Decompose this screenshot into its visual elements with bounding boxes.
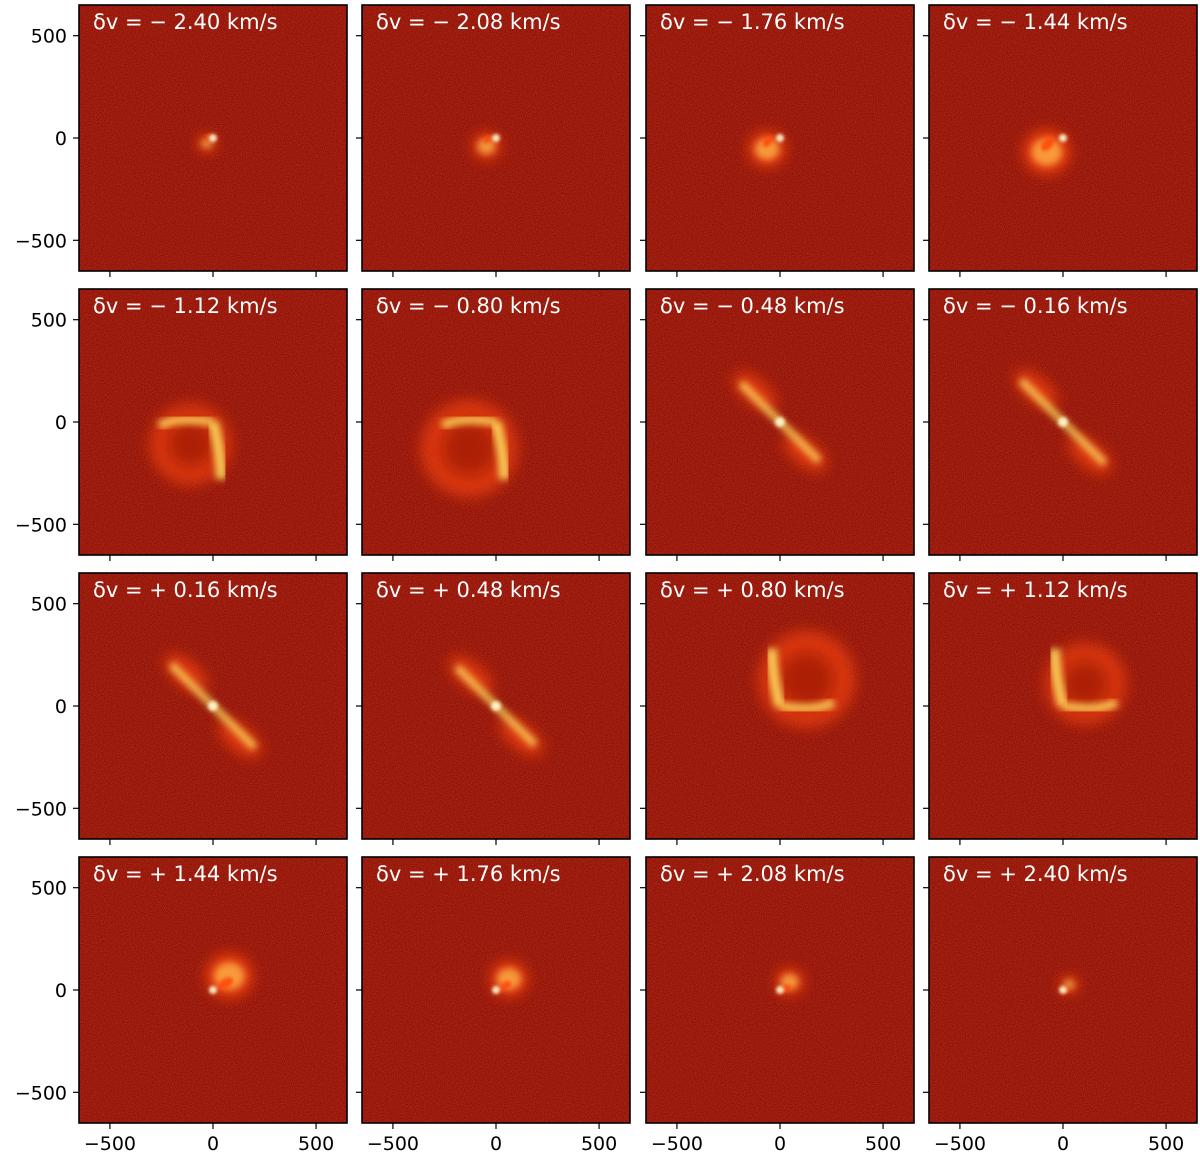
x-tick-label: 500: [581, 1133, 617, 1155]
y-tick-label: −500: [15, 798, 67, 820]
y-tick-label: 500: [31, 594, 67, 616]
y-tick-label: 0: [55, 412, 67, 434]
velocity-label: δv = − 0.48 km/s: [660, 294, 845, 318]
emission-structure: [164, 654, 262, 758]
velocity-label: δv = − 2.08 km/s: [376, 10, 561, 34]
emission-structure: [449, 656, 543, 756]
x-tick-label: −500: [367, 1133, 419, 1155]
velocity-label: δv = + 1.12 km/s: [943, 578, 1128, 602]
emission-structure: [1023, 130, 1070, 174]
channel-panel: δv = − 0.16 km/s: [923, 288, 1198, 561]
velocity-label: δv = + 0.80 km/s: [660, 578, 845, 602]
velocity-label: δv = − 1.44 km/s: [943, 10, 1128, 34]
velocity-label: δv = + 2.40 km/s: [943, 862, 1128, 886]
y-tick-label: 500: [31, 878, 67, 900]
x-tick-label: 500: [865, 1133, 901, 1155]
velocity-label: δv = + 1.44 km/s: [93, 862, 278, 886]
emission-structure: [206, 954, 253, 998]
x-tick-label: 500: [298, 1133, 334, 1155]
velocity-label: δv = + 2.08 km/s: [660, 862, 845, 886]
y-tick-label: 0: [55, 980, 67, 1002]
x-tick-label: −500: [84, 1133, 136, 1155]
emission-structure: [748, 131, 786, 167]
channel-panel: δv = + 1.44 km/s 500 0 −500 −500 0 500: [15, 856, 348, 1155]
channel-panel: δv = + 1.12 km/s: [923, 572, 1198, 845]
channel-panel: δv = − 1.12 km/s 500 0 −500: [15, 288, 348, 561]
y-tick-label: 0: [55, 128, 67, 150]
y-tick-label: 500: [31, 310, 67, 332]
channel-panel: δv = − 0.80 km/s: [356, 288, 631, 561]
channel-panel: δv = − 2.08 km/s: [356, 4, 631, 277]
velocity-label: δv = + 1.76 km/s: [376, 862, 561, 886]
emission-structure: [149, 403, 232, 485]
x-tick-label: 0: [490, 1133, 502, 1155]
x-tick-label: −500: [934, 1133, 986, 1155]
channel-panel: δv = + 0.80 km/s: [640, 572, 915, 845]
y-tick-label: −500: [15, 230, 67, 252]
velocity-label: δv = + 0.48 km/s: [376, 578, 561, 602]
y-tick-label: 500: [31, 26, 67, 48]
x-tick-label: 0: [207, 1133, 219, 1155]
channel-panel: δv = + 2.08 km/s −500 0 500: [640, 856, 915, 1155]
velocity-label: δv = − 1.76 km/s: [660, 10, 845, 34]
emission-structure: [776, 969, 803, 995]
emission-structure: [733, 372, 827, 472]
channel-panel: δv = + 2.40 km/s −500 0 500: [923, 856, 1198, 1155]
emission-structure: [420, 399, 518, 498]
channel-panel: δv = − 1.76 km/s: [640, 4, 915, 277]
channel-panel: δv = + 0.48 km/s: [356, 572, 631, 845]
x-tick-label: 500: [1148, 1133, 1184, 1155]
y-tick-label: 0: [55, 696, 67, 718]
emission-structure: [473, 133, 500, 159]
emission-structure: [1014, 370, 1112, 474]
x-tick-label: −500: [651, 1133, 703, 1155]
channel-panel: δv = − 1.44 km/s: [923, 4, 1198, 277]
emission-structure: [1044, 643, 1127, 725]
channel-panel: δv = + 0.16 km/s 500 0 −500: [15, 572, 348, 845]
y-tick-label: −500: [15, 1082, 67, 1104]
y-tick-label: −500: [15, 514, 67, 536]
emission-structure: [490, 961, 528, 997]
channel-panel: δv = − 2.40 km/s 500 0 −500: [15, 4, 348, 277]
emission-structure: [758, 630, 856, 729]
velocity-label: δv = − 0.80 km/s: [376, 294, 561, 318]
velocity-label: δv = + 0.16 km/s: [93, 578, 278, 602]
emission-structure: [198, 133, 217, 152]
velocity-label: δv = − 1.12 km/s: [93, 294, 278, 318]
velocity-label: δv = − 0.16 km/s: [943, 294, 1128, 318]
x-tick-label: 0: [774, 1133, 786, 1155]
x-tick-label: 0: [1057, 1133, 1069, 1155]
channel-panel: δv = − 0.48 km/s: [640, 288, 915, 561]
velocity-label: δv = − 2.40 km/s: [93, 10, 278, 34]
channel-panel: δv = + 1.76 km/s −500 0 500: [356, 856, 631, 1155]
emission-structure: [1059, 976, 1078, 994]
